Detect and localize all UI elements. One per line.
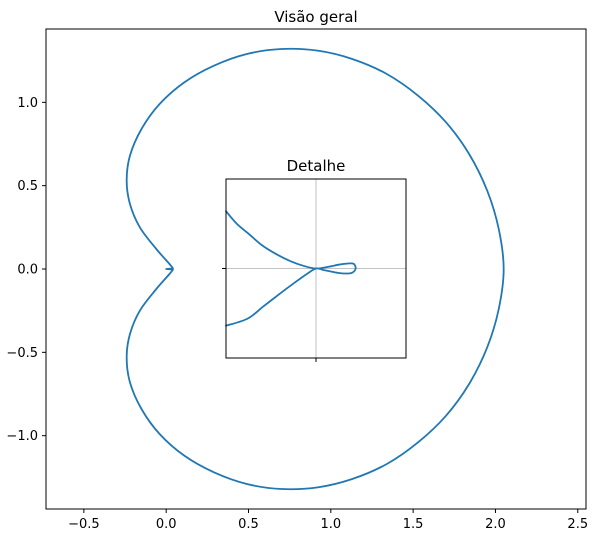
x-tick-label: 0.5	[238, 517, 259, 532]
x-tick-label: −0.5	[68, 517, 100, 532]
x-tick-label: 0.0	[156, 517, 177, 532]
main-axes-frame	[45, 28, 587, 510]
main-title: Visão geral	[274, 8, 357, 26]
y-tick-label: −0.5	[6, 346, 38, 361]
y-tick-label: −1.0	[6, 429, 38, 444]
y-tick-label: 0.0	[17, 263, 38, 278]
inset-axes: Detalhe	[222, 157, 407, 362]
inset-title: Detalhe	[287, 157, 346, 175]
x-tick-label: 1.0	[320, 517, 341, 532]
inset-ticks	[222, 268, 317, 362]
y-tick-label: 0.5	[17, 179, 38, 194]
inset-series-line	[225, 210, 357, 327]
series-line	[125, 47, 505, 491]
main-ticks: −0.5 0.0 0.5 1.0 1.5 2.0 2.5 −1.0 −0.5 0.0 0.5 1.0	[6, 96, 588, 532]
x-tick-label: 2.0	[485, 517, 506, 532]
x-tick-label: 1.5	[403, 517, 424, 532]
y-tick-label: 1.0	[17, 96, 38, 111]
main-axes: Visão geral −0.5 0.0 0.5 1.0 1.5 2.0 2.5−1.0−0…	[6, 8, 588, 532]
x-tick-label: 2.5	[567, 517, 588, 532]
inset-axes-frame	[225, 178, 407, 359]
inset-series	[225, 210, 357, 327]
main-series	[125, 47, 505, 491]
